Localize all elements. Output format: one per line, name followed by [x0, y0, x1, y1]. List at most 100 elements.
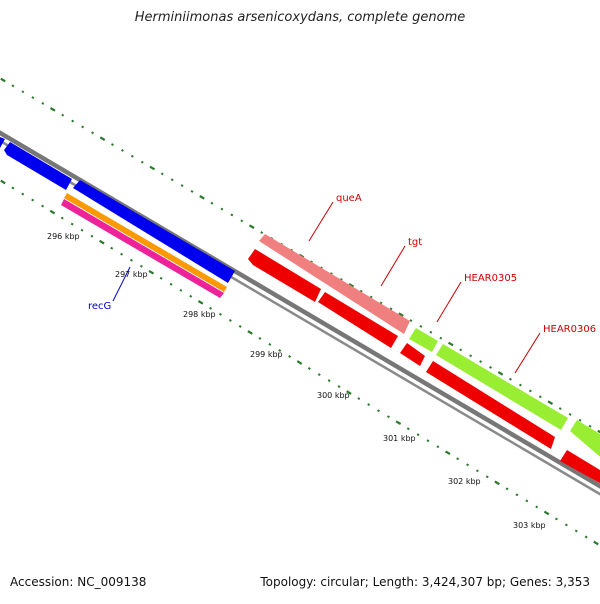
outer-tick-mark	[528, 389, 532, 393]
outer-tick-mark	[379, 301, 383, 305]
gene-recG-orange[interactable]	[64, 193, 227, 292]
inner-tick-mark	[288, 355, 292, 358]
inner-tick-mark	[593, 540, 599, 546]
outer-tick-mark	[248, 224, 255, 229]
outer-tick-mark	[369, 295, 373, 299]
inner-tick-mark	[554, 517, 558, 521]
outer-tick-mark	[568, 412, 572, 416]
inner-tick-mark	[395, 420, 402, 425]
outer-tick-mark	[21, 90, 25, 94]
inner-tick-mark	[21, 192, 25, 196]
outer-tick-mark	[558, 407, 562, 410]
gene-HEAR0306[interactable]	[436, 344, 568, 430]
outer-tick-mark	[41, 102, 45, 105]
gene-red-4[interactable]	[426, 361, 555, 449]
outer-tick-mark	[180, 184, 184, 188]
gene-blue-2[interactable]	[73, 180, 235, 283]
gene-recG[interactable]	[61, 199, 224, 298]
inner-tick-mark	[41, 204, 45, 208]
tick-label-298: 298 kbp	[183, 310, 216, 319]
outer-tick-mark	[230, 213, 234, 217]
inner-tick-mark	[386, 415, 390, 419]
outer-tick-mark	[71, 119, 75, 123]
inner-tick-mark	[296, 360, 303, 365]
outer-tick-mark	[578, 418, 582, 422]
inner-tick-mark	[494, 480, 500, 486]
outer-tick-mark	[447, 341, 454, 347]
outer-tick-mark	[479, 360, 483, 364]
outer-tick-mark	[359, 289, 363, 293]
inner-tick-mark	[258, 337, 262, 340]
outer-tick-mark	[210, 201, 214, 205]
inner-tick-mark	[525, 499, 529, 503]
inner-tick-mark	[456, 457, 460, 461]
inner-tick-mark	[238, 324, 242, 328]
inner-tick-mark	[327, 379, 331, 382]
inner-tick-mark	[209, 306, 213, 310]
gene-blue-edge[interactable]	[0, 137, 5, 148]
gene-blue-1[interactable]	[4, 142, 72, 190]
inner-tick-mark	[416, 433, 420, 437]
outer-tick-mark	[597, 429, 600, 434]
queA-label[interactable]: queA	[336, 193, 362, 204]
outer-tick-mark	[260, 231, 264, 234]
outer-tick-mark	[120, 148, 124, 152]
gene-tgt-rev[interactable]	[248, 249, 321, 302]
HEAR0305-label[interactable]: HEAR0305	[464, 273, 517, 284]
gene-red-2[interactable]	[318, 292, 398, 348]
outer-tick-mark	[429, 330, 433, 334]
outer-tick-mark	[409, 319, 413, 322]
inner-tick-mark	[120, 252, 124, 256]
inner-tick-mark	[564, 523, 568, 527]
outer-tick-mark	[389, 307, 393, 311]
gene-queA[interactable]	[259, 234, 410, 334]
gene-red-3[interactable]	[400, 343, 425, 366]
outer-tick-mark	[170, 178, 174, 182]
inner-tick-mark	[584, 535, 588, 539]
inner-tick-mark	[357, 397, 361, 401]
outer-tick-mark	[240, 219, 244, 223]
inner-tick-mark	[129, 258, 133, 262]
outer-tick-mark	[31, 96, 35, 100]
outer-tick-mark	[459, 348, 463, 352]
inner-tick-mark	[110, 246, 114, 250]
inner-tick-mark	[377, 409, 381, 413]
gene-forward-edge[interactable]	[570, 420, 600, 461]
gene-red-edge[interactable]	[560, 450, 600, 486]
outer-tick-mark	[489, 366, 493, 369]
inner-tick-mark	[179, 288, 183, 292]
HEAR0305-pointer	[436, 281, 462, 323]
gene-HEAR0305[interactable]	[409, 328, 438, 352]
tick-label-297: 297 kbp	[115, 270, 148, 279]
inner-tick-mark	[11, 186, 15, 190]
genome-summary-text: Topology: circular; Length: 3,424,307 bp…	[260, 575, 590, 589]
inner-tick-mark	[90, 234, 94, 238]
inner-tick-mark	[515, 493, 519, 497]
inner-tick-mark	[466, 463, 470, 467]
outer-tick-mark	[11, 84, 15, 88]
inner-tick-mark	[307, 367, 311, 370]
outer-tick-mark	[160, 172, 164, 176]
inner-tick-mark	[436, 445, 440, 449]
outer-tick-mark	[61, 113, 65, 117]
tick-label-301: 301 kbp	[383, 434, 416, 443]
outer-tick-mark	[329, 272, 333, 276]
outer-tick-mark	[319, 266, 323, 270]
tgt-label[interactable]: tgt	[408, 237, 422, 248]
inner-tick-mark	[70, 222, 74, 226]
inner-tick-mark	[406, 427, 410, 431]
tick-label-296: 296 kbp	[47, 232, 80, 241]
recG-label[interactable]: recG	[88, 301, 111, 312]
HEAR0306-label[interactable]: HEAR0306	[543, 324, 596, 335]
inner-tick-mark	[268, 343, 272, 346]
inner-tick-mark	[31, 198, 35, 202]
inner-tick-mark	[505, 487, 509, 491]
inner-tick-mark	[189, 294, 193, 298]
inner-tick-mark	[0, 179, 6, 185]
inner-tick-mark	[444, 450, 451, 456]
outer-tick-mark	[518, 383, 522, 387]
inner-tick-mark	[247, 330, 253, 335]
recG-pointer	[112, 266, 131, 302]
inner-tick-mark	[475, 469, 479, 473]
